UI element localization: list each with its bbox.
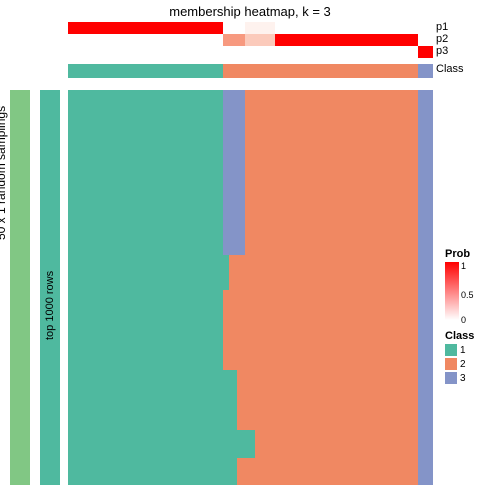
anno-row-p3 <box>68 46 433 58</box>
legend-class-label: 1 <box>460 345 466 356</box>
heatmap-patch <box>237 430 255 458</box>
legend-class-title: Class <box>445 330 474 342</box>
anno-row-class <box>68 64 433 78</box>
legend-class: Class 1 2 3 <box>445 330 474 386</box>
heatmap-column <box>68 90 223 485</box>
legend-class-item: 3 <box>445 372 474 386</box>
main-heatmap <box>68 90 433 485</box>
anno-row-p1 <box>68 22 433 34</box>
legend-swatch <box>445 372 457 384</box>
legend-class-item: 2 <box>445 358 474 372</box>
heatmap-patch <box>223 90 245 255</box>
legend-class-label: 3 <box>460 373 466 384</box>
anno-seg <box>68 46 418 58</box>
anno-seg <box>223 34 245 46</box>
heatmap-column <box>418 90 433 485</box>
legend-prob-tick: 0.5 <box>461 291 474 300</box>
anno-seg <box>418 64 433 78</box>
anno-row-p2 <box>68 34 433 46</box>
samplings-bar <box>10 90 30 485</box>
chart-title: membership heatmap, k = 3 <box>60 4 440 19</box>
anno-seg <box>275 22 433 34</box>
anno-seg <box>275 34 418 46</box>
anno-label-p2: p2 <box>436 33 448 45</box>
anno-seg <box>418 34 433 46</box>
legend-class-label: 2 <box>460 359 466 370</box>
anno-seg <box>245 22 275 34</box>
anno-seg <box>68 64 223 78</box>
anno-seg <box>223 22 245 34</box>
anno-seg <box>223 64 418 78</box>
anno-seg <box>245 34 275 46</box>
anno-label-p1: p1 <box>436 21 448 33</box>
legend-prob: Prob 10.50 <box>445 248 470 320</box>
legend-prob-tick: 0 <box>461 316 466 325</box>
heatmap-column <box>223 90 418 485</box>
anno-label-class: Class <box>436 63 464 75</box>
anno-seg <box>68 22 223 34</box>
samplings-label: 50 x 1 random samplings <box>0 106 8 240</box>
legend-class-item: 1 <box>445 344 474 358</box>
anno-seg <box>418 46 433 58</box>
anno-seg <box>68 34 223 46</box>
anno-label-p3: p3 <box>436 45 448 57</box>
legend-swatch <box>445 358 457 370</box>
heatmap-patch <box>223 255 229 290</box>
legend-prob-title: Prob <box>445 248 470 260</box>
heatmap-patch <box>223 370 237 485</box>
legend-prob-gradient: 10.50 <box>445 262 459 320</box>
legend-prob-tick: 1 <box>461 262 466 271</box>
legend-swatch <box>445 344 457 356</box>
toprows-label: top 1000 rows <box>44 271 56 340</box>
